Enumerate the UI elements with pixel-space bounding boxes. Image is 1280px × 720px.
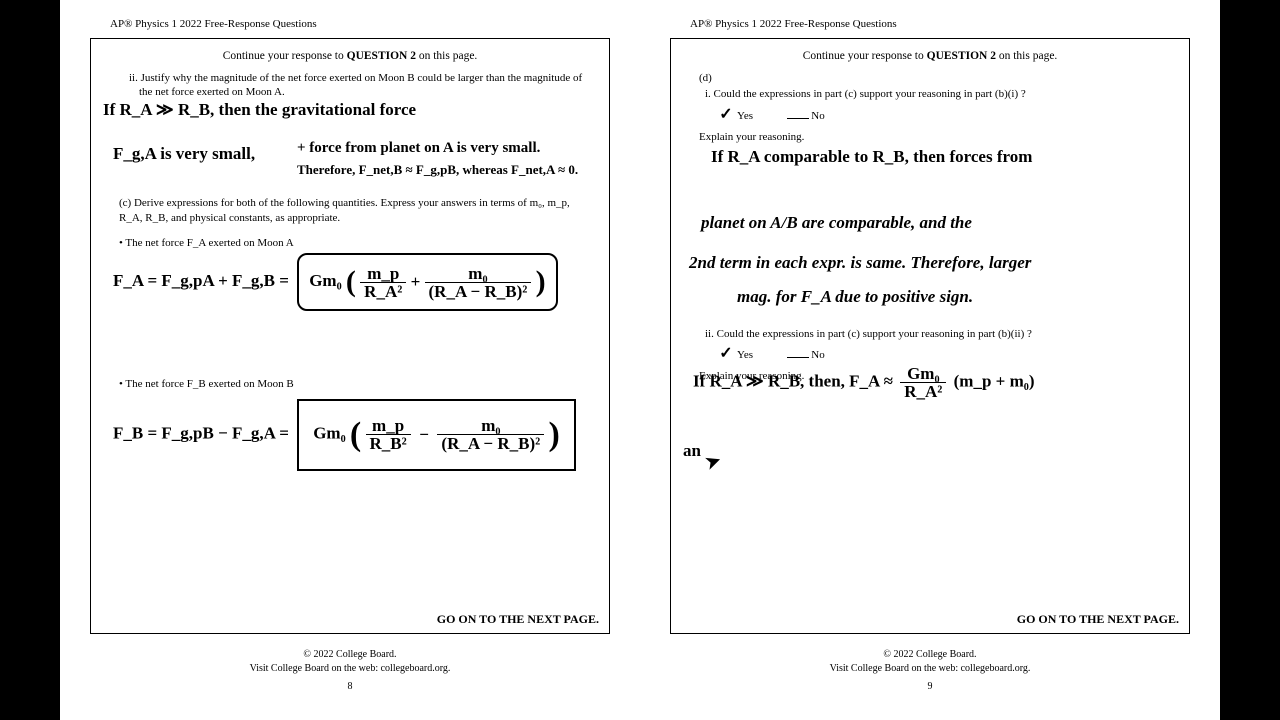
yesno-di: ✓Yes No bbox=[685, 104, 1175, 126]
eq-fa-lhs: F_A = F_g,pA + F_g,B = bbox=[113, 271, 289, 290]
eq-fa-t2d: (R_A − R_B)² bbox=[425, 283, 532, 300]
eq-fa-t1n: m_p bbox=[360, 265, 406, 283]
continue-question-r: QUESTION 2 bbox=[927, 50, 996, 62]
handwriting-eq-fb: F_B = F_g,pB − F_g,A = Gm₀ ( m_pR_B² − m… bbox=[113, 399, 576, 471]
continue-question: QUESTION 2 bbox=[347, 50, 416, 62]
left-page: AP® Physics 1 2022 Free-Response Questio… bbox=[60, 0, 640, 720]
footer-url-r: Visit College Board on the web: collegeb… bbox=[830, 663, 1031, 674]
eq-fb-t1d: R_B² bbox=[366, 435, 411, 452]
page-header-right: AP® Physics 1 2022 Free-Response Questio… bbox=[670, 18, 1190, 30]
explain-di: Explain your reasoning. bbox=[685, 130, 1175, 145]
eq-fb-lhs: F_B = F_g,pB − F_g,A = bbox=[113, 424, 289, 443]
prompt-c: (c) Derive expressions for both of the f… bbox=[105, 196, 595, 226]
eq-fa-t1d: R_A² bbox=[360, 283, 406, 300]
prompt-b-ii: ii. Justify why the magnitude of the net… bbox=[105, 71, 595, 101]
bullet-fa: • The net force F_A exerted on Moon A bbox=[105, 236, 595, 251]
right-page: AP® Physics 1 2022 Free-Response Questio… bbox=[640, 0, 1220, 720]
eq-dii-num: Gm₀ bbox=[900, 365, 946, 383]
check-yes-di: ✓ bbox=[715, 104, 737, 126]
handwriting-di-line1: If R_A comparable to R_B, then forces fr… bbox=[711, 145, 1032, 169]
eq-fb-pref: Gm₀ bbox=[313, 424, 345, 443]
blank-no-dii bbox=[787, 357, 809, 358]
handwriting-dii-eq: If R_A ≫ R_B, then, F_A ≈ Gm₀R_A² (m_p +… bbox=[693, 365, 1035, 400]
continue-prefix: Continue your response to bbox=[223, 50, 347, 62]
eq-fb-t1n: m_p bbox=[366, 417, 411, 435]
cursor-icon: ➤ bbox=[701, 447, 726, 478]
handwriting-di-line4: mag. for F_A due to positive sign. bbox=[737, 285, 973, 309]
continue-suffix: on this page. bbox=[416, 50, 477, 62]
check-yes-dii: ✓ bbox=[715, 343, 737, 365]
prompt-d-i: i. Could the expressions in part (c) sup… bbox=[685, 87, 1175, 102]
pagenum-left: 8 bbox=[90, 681, 610, 692]
handwriting-b-ii-line2b: + force from planet on A is very small. bbox=[297, 138, 540, 159]
footer-right: © 2022 College Board. Visit College Boar… bbox=[670, 648, 1190, 675]
footer-left: © 2022 College Board. Visit College Boar… bbox=[90, 648, 610, 675]
next-page-right: GO ON TO THE NEXT PAGE. bbox=[1017, 611, 1179, 627]
next-page-left: GO ON TO THE NEXT PAGE. bbox=[437, 611, 599, 627]
yes-label-dii: Yes bbox=[737, 349, 753, 361]
handwriting-b-ii-line2a: F_g,A is very small, bbox=[113, 142, 255, 166]
left-sheet: Continue your response to QUESTION 2 on … bbox=[90, 38, 610, 634]
continue-suffix-r: on this page. bbox=[996, 50, 1057, 62]
bullet-fb: • The net force F_B exerted on Moon B bbox=[105, 377, 595, 392]
handwriting-eq-fa: F_A = F_g,pA + F_g,B = Gm₀ ( m_pR_A² + m… bbox=[113, 253, 558, 311]
eq-dii-suf: (m_p + m₀) bbox=[954, 371, 1035, 390]
eq-fb-t2d: (R_A − R_B)² bbox=[437, 435, 544, 452]
no-label-dii: No bbox=[811, 349, 824, 361]
pagenum-right: 9 bbox=[670, 681, 1190, 692]
part-d-label: (d) bbox=[685, 71, 1175, 86]
page-spread: AP® Physics 1 2022 Free-Response Questio… bbox=[60, 0, 1220, 720]
handwriting-b-ii-line2c: Therefore, F_net,B ≈ F_g,pB, whereas F_n… bbox=[297, 161, 578, 179]
footer-copyright: © 2022 College Board. bbox=[303, 649, 396, 660]
handwriting-di-line2: planet on A/B are comparable, and the bbox=[701, 211, 972, 235]
footer-copyright-r: © 2022 College Board. bbox=[883, 649, 976, 660]
eq-dii-lhs: If R_A ≫ R_B, then, F_A ≈ bbox=[693, 371, 893, 390]
eq-fa-pref: Gm₀ bbox=[309, 271, 341, 290]
handwriting-di-line3: 2nd term in each expr. is same. Therefor… bbox=[689, 251, 1031, 275]
eq-fa-t2n: m₀ bbox=[425, 265, 532, 283]
prompt-d-ii: ii. Could the expressions in part (c) su… bbox=[685, 327, 1175, 342]
yes-label-di: Yes bbox=[737, 110, 753, 122]
eq-fb-t2n: m₀ bbox=[437, 417, 544, 435]
blank-no-di bbox=[787, 118, 809, 119]
handwriting-b-ii-line1: If R_A ≫ R_B, then the gravitational for… bbox=[103, 98, 416, 122]
eq-dii-den: R_A² bbox=[900, 383, 946, 400]
page-header-left: AP® Physics 1 2022 Free-Response Questio… bbox=[90, 18, 610, 30]
continue-line-left: Continue your response to QUESTION 2 on … bbox=[105, 49, 595, 65]
continue-prefix-r: Continue your response to bbox=[803, 50, 927, 62]
continue-line-right: Continue your response to QUESTION 2 on … bbox=[685, 49, 1175, 65]
handwriting-dii-tail: an bbox=[683, 439, 701, 463]
right-sheet: Continue your response to QUESTION 2 on … bbox=[670, 38, 1190, 634]
footer-url: Visit College Board on the web: collegeb… bbox=[250, 663, 451, 674]
yesno-dii: ✓Yes No bbox=[685, 343, 1175, 365]
no-label-di: No bbox=[811, 110, 824, 122]
